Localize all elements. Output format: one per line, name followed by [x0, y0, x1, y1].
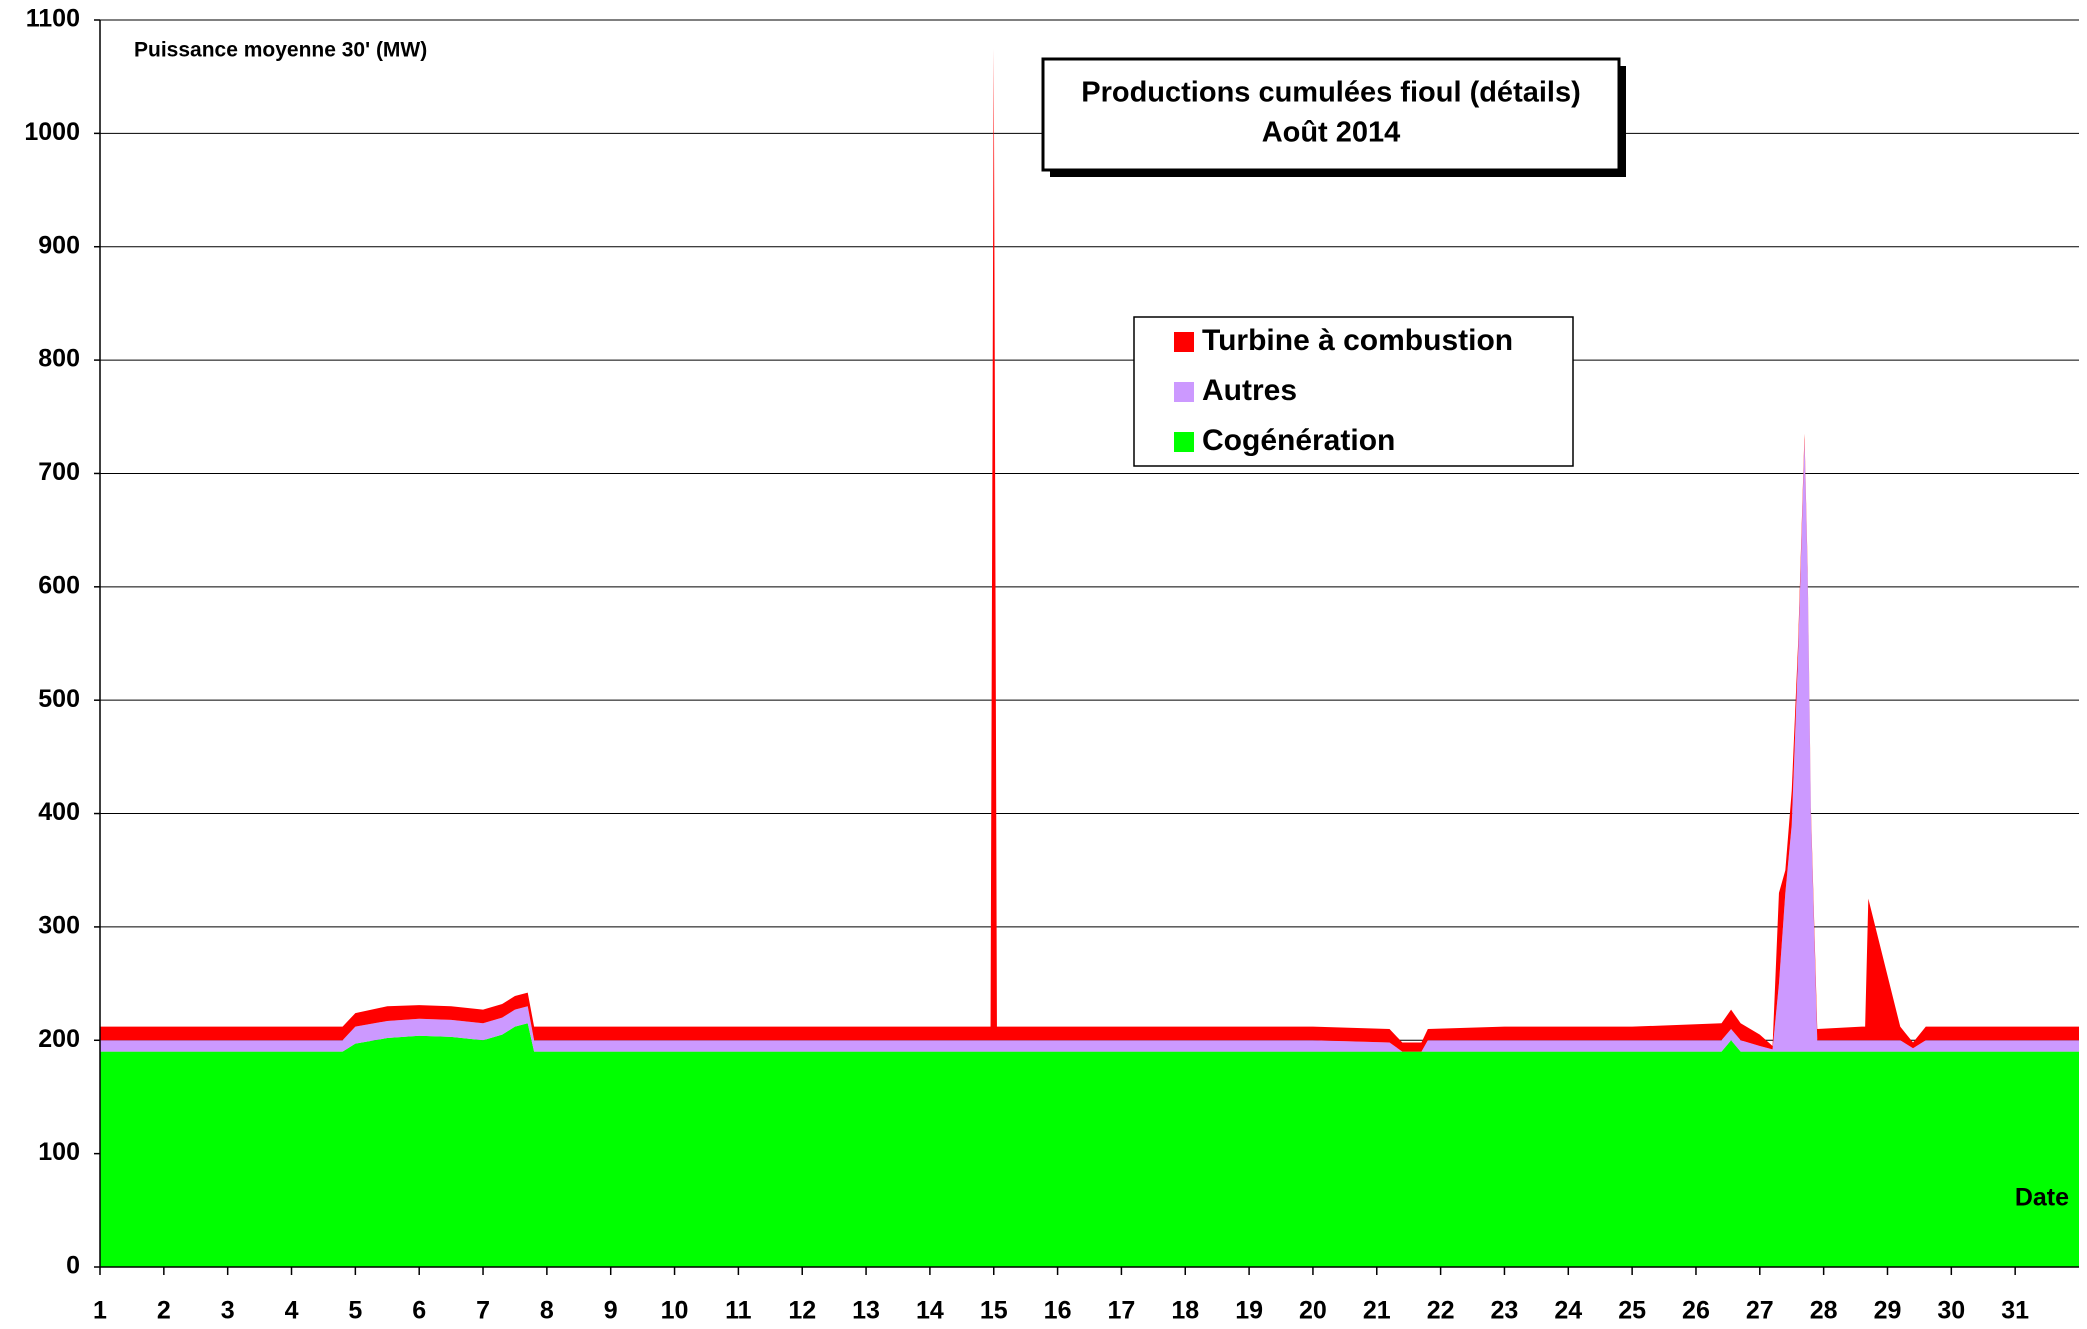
x-tick-label: 25 — [1618, 1297, 1646, 1325]
y-tick-label: 200 — [38, 1025, 80, 1053]
legend-swatch — [1174, 382, 1194, 402]
legend-label: Autres — [1202, 374, 1297, 407]
legend-label: Turbine à combustion — [1202, 324, 1513, 357]
x-tick-label: 16 — [1044, 1297, 1072, 1325]
x-tick-label: 28 — [1810, 1297, 1838, 1325]
area-series — [100, 439, 2079, 1052]
x-tick-label: 11 — [725, 1297, 752, 1325]
y-tick-label: 100 — [38, 1138, 80, 1166]
x-tick-label: 1 — [93, 1297, 107, 1325]
x-tick-label: 3 — [221, 1297, 235, 1325]
x-tick-label: 6 — [412, 1297, 426, 1325]
y-axis-label: Puissance moyenne 30' (MW) — [134, 39, 427, 62]
x-tick-label: 22 — [1427, 1297, 1455, 1325]
x-tick-label: 31 — [2001, 1297, 2029, 1325]
legend-label: Cogénération — [1202, 424, 1395, 457]
chart-subtitle: Août 2014 — [1262, 117, 1401, 149]
x-tick-label: 8 — [540, 1297, 554, 1325]
x-tick-label: 9 — [604, 1297, 618, 1325]
legend-box — [1133, 316, 1574, 467]
x-tick-label: 21 — [1363, 1297, 1391, 1325]
title-box — [1041, 57, 1621, 172]
y-tick-label: 800 — [38, 345, 80, 373]
x-tick-label: 24 — [1554, 1297, 1582, 1325]
x-tick-label: 2 — [157, 1297, 171, 1325]
area-series — [100, 48, 2079, 1052]
y-tick-label: 0 — [66, 1252, 80, 1280]
y-tick-label: 700 — [38, 458, 80, 486]
x-tick-label: 15 — [980, 1297, 1008, 1325]
x-tick-label: 14 — [916, 1297, 944, 1325]
legend-swatch — [1174, 432, 1194, 452]
y-tick-label: 400 — [38, 798, 80, 826]
x-tick-label: 18 — [1171, 1297, 1199, 1325]
y-tick-label: 1100 — [26, 5, 80, 33]
x-tick-label: 13 — [852, 1297, 880, 1325]
x-tick-label: 27 — [1746, 1297, 1774, 1325]
x-tick-label: 23 — [1491, 1297, 1519, 1325]
y-tick-label: 1000 — [24, 118, 80, 146]
chart-title: Productions cumulées fioul (détails) — [1081, 77, 1581, 109]
x-tick-label: 29 — [1874, 1297, 1902, 1325]
x-tick-label: 10 — [661, 1297, 689, 1325]
plot-area — [100, 19, 2079, 1268]
x-tick-label: 7 — [476, 1297, 490, 1325]
y-tick-label: 500 — [38, 685, 80, 713]
x-tick-label: 20 — [1299, 1297, 1327, 1325]
area-series — [100, 1023, 2079, 1267]
x-tick-label: 4 — [285, 1297, 299, 1325]
x-axis-label: Date — [2015, 1184, 2069, 1212]
x-tick-label: 17 — [1108, 1297, 1136, 1325]
x-tick-label: 30 — [1937, 1297, 1965, 1325]
x-tick-label: 5 — [348, 1297, 362, 1325]
legend-swatch — [1174, 332, 1194, 352]
y-tick-label: 900 — [38, 231, 80, 259]
x-tick-label: 12 — [788, 1297, 816, 1325]
x-tick-label: 26 — [1682, 1297, 1710, 1325]
y-tick-label: 300 — [38, 912, 80, 940]
x-tick-label: 19 — [1235, 1297, 1263, 1325]
y-tick-label: 600 — [38, 571, 80, 599]
